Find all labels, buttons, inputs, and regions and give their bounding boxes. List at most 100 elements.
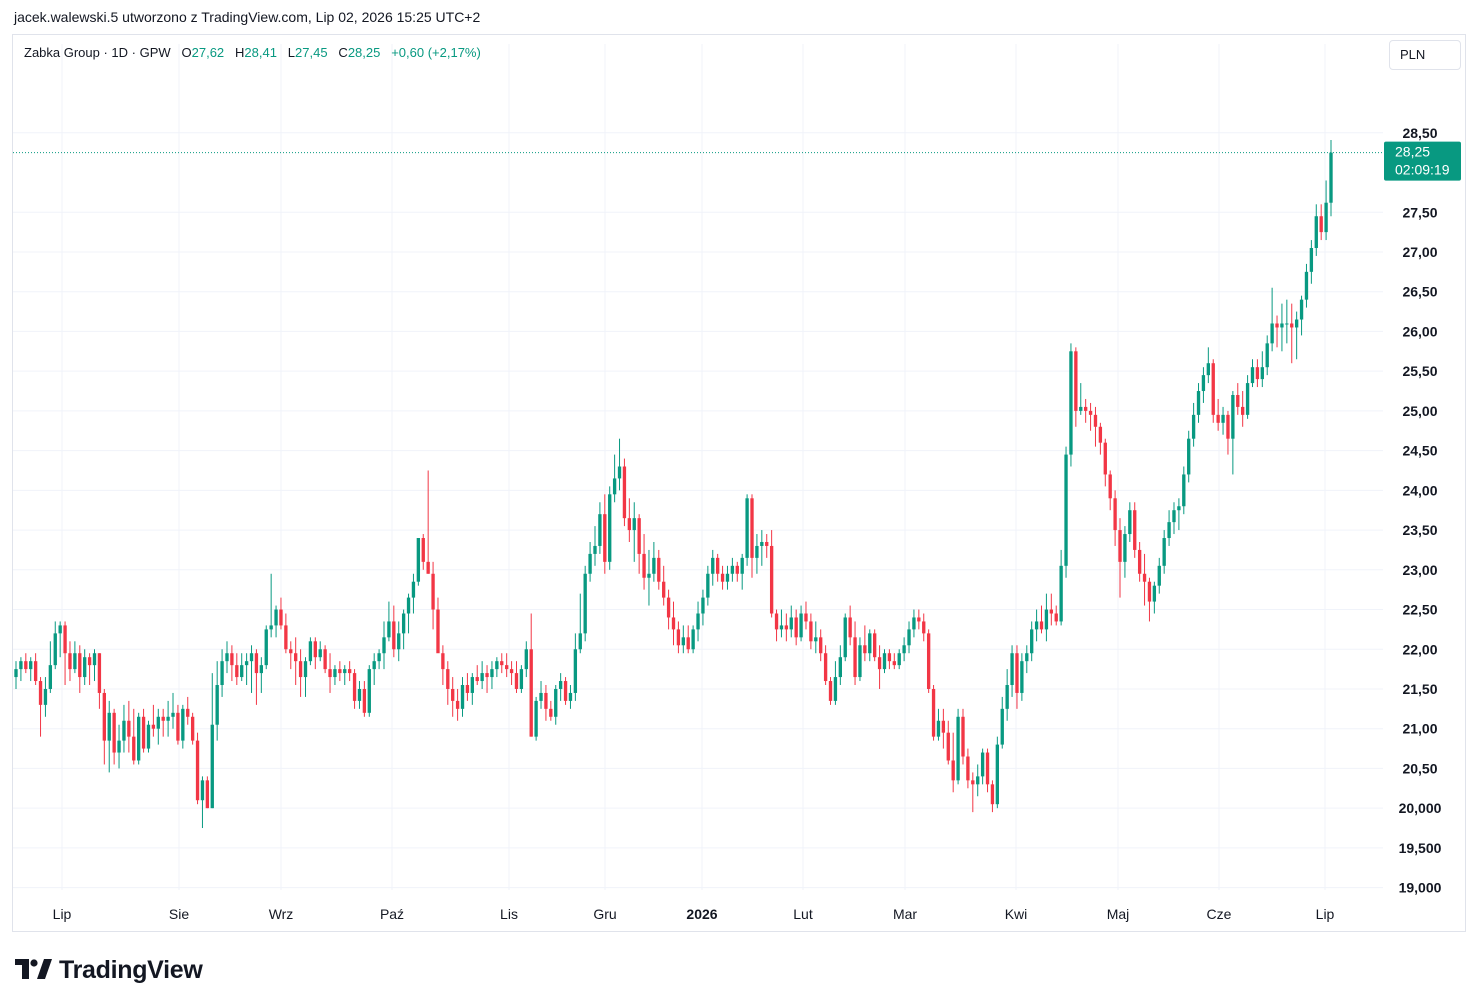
candle[interactable]: [1020, 653, 1024, 701]
candle[interactable]: [43, 677, 48, 717]
candle[interactable]: [53, 621, 57, 670]
candle[interactable]: [593, 526, 597, 566]
candle[interactable]: [976, 764, 980, 797]
candle[interactable]: [343, 665, 347, 686]
candle[interactable]: [1260, 351, 1264, 388]
candle[interactable]: [68, 641, 72, 682]
candle[interactable]: [730, 557, 735, 582]
candle[interactable]: [715, 553, 720, 582]
candle[interactable]: [186, 696, 190, 725]
candle[interactable]: [814, 621, 818, 654]
candle[interactable]: [102, 688, 106, 765]
candle[interactable]: [446, 661, 450, 705]
candle[interactable]: [1103, 438, 1107, 487]
candle[interactable]: [1074, 347, 1078, 427]
candle[interactable]: [961, 708, 965, 765]
candle[interactable]: [529, 613, 533, 737]
candle[interactable]: [779, 609, 784, 638]
candle[interactable]: [1137, 541, 1142, 582]
candle[interactable]: [882, 649, 887, 674]
candle[interactable]: [647, 549, 651, 606]
candle[interactable]: [392, 605, 396, 658]
candle[interactable]: [514, 661, 519, 693]
candle[interactable]: [1108, 470, 1112, 511]
candle[interactable]: [941, 708, 946, 749]
candle[interactable]: [1059, 549, 1063, 626]
candle[interactable]: [372, 653, 376, 686]
candle[interactable]: [524, 641, 528, 678]
candle[interactable]: [1309, 240, 1314, 284]
candle[interactable]: [1304, 263, 1309, 308]
candle[interactable]: [1226, 410, 1230, 455]
candle[interactable]: [313, 637, 317, 670]
currency-button[interactable]: PLN: [1389, 40, 1461, 70]
candle[interactable]: [19, 657, 23, 682]
candle[interactable]: [1133, 502, 1137, 558]
candle[interactable]: [1000, 696, 1004, 749]
candle[interactable]: [48, 641, 53, 693]
candle[interactable]: [240, 653, 244, 682]
candle[interactable]: [804, 601, 808, 630]
candle[interactable]: [347, 661, 352, 682]
candle[interactable]: [583, 565, 587, 642]
candle[interactable]: [873, 629, 877, 662]
candle[interactable]: [87, 653, 92, 686]
candle[interactable]: [1025, 645, 1029, 674]
candle[interactable]: [1299, 295, 1304, 336]
candle[interactable]: [784, 613, 789, 642]
candle[interactable]: [485, 665, 489, 693]
candle[interactable]: [141, 708, 146, 753]
candle[interactable]: [426, 470, 430, 574]
candle[interactable]: [303, 657, 308, 697]
candle[interactable]: [107, 700, 111, 773]
candle[interactable]: [990, 780, 995, 813]
candle[interactable]: [627, 498, 632, 542]
candle[interactable]: [73, 641, 77, 674]
candle[interactable]: [1314, 204, 1318, 256]
candle[interactable]: [686, 625, 690, 654]
candle[interactable]: [1030, 621, 1034, 662]
candle[interactable]: [195, 732, 200, 805]
candle[interactable]: [1128, 502, 1132, 542]
candle[interactable]: [652, 541, 656, 582]
candle[interactable]: [318, 641, 322, 662]
candle[interactable]: [387, 601, 391, 642]
candle[interactable]: [1142, 553, 1147, 606]
candle[interactable]: [931, 685, 936, 741]
candle[interactable]: [1118, 518, 1122, 598]
candle[interactable]: [1265, 335, 1269, 376]
candle[interactable]: [235, 653, 239, 686]
candle[interactable]: [1088, 402, 1093, 431]
candle[interactable]: [1319, 204, 1323, 241]
candle[interactable]: [519, 665, 524, 693]
candle[interactable]: [259, 657, 264, 693]
candle[interactable]: [122, 704, 126, 753]
candle[interactable]: [1182, 466, 1186, 515]
candle[interactable]: [279, 597, 283, 630]
candle[interactable]: [205, 776, 210, 809]
candle[interactable]: [858, 637, 862, 682]
candle[interactable]: [1270, 287, 1274, 352]
candle[interactable]: [951, 732, 955, 793]
candle[interactable]: [1044, 593, 1049, 642]
candle[interactable]: [244, 653, 249, 686]
candle[interactable]: [1221, 406, 1225, 435]
candle[interactable]: [657, 549, 661, 590]
candle[interactable]: [534, 696, 538, 741]
candle[interactable]: [421, 534, 425, 570]
candle[interactable]: [1064, 446, 1068, 578]
candle[interactable]: [922, 613, 926, 642]
candle[interactable]: [617, 438, 622, 491]
candle[interactable]: [490, 661, 494, 689]
candle[interactable]: [1245, 375, 1250, 419]
candle[interactable]: [701, 589, 705, 626]
chart-frame[interactable]: [12, 34, 1466, 932]
candle[interactable]: [1290, 303, 1294, 364]
candle[interactable]: [612, 454, 617, 503]
candle[interactable]: [24, 653, 28, 674]
candle[interactable]: [480, 661, 484, 689]
candle[interactable]: [1079, 383, 1083, 415]
candle[interactable]: [58, 621, 62, 658]
candle[interactable]: [823, 645, 828, 686]
candle[interactable]: [1231, 391, 1235, 475]
